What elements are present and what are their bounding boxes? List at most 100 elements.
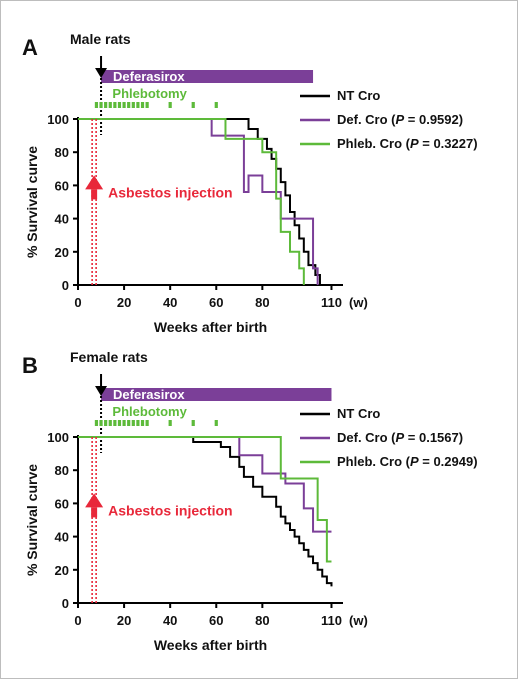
phlebotomy-tick (140, 102, 145, 108)
phlebotomy-tick (104, 102, 108, 108)
panel-b: B Female rats Deferasirox Phlebotomy 0 20 40 60… (22, 349, 478, 653)
y-tick-label: 80 (55, 145, 69, 160)
x-tick-label: 20 (117, 295, 131, 310)
panel-letter: A (22, 35, 38, 60)
x-axis-title: Weeks after birth (154, 319, 267, 335)
phlebotomy-tick (113, 102, 117, 108)
phlebotomy-tick (131, 102, 135, 108)
phlebotomy-tick (145, 102, 149, 108)
phlebotomy-tick (122, 102, 126, 108)
asbestos-arrow-shaft (91, 507, 98, 518)
legend-entry-def: Def. Cro (P = 0.9592) (337, 112, 463, 127)
y-tick-label: 60 (55, 178, 69, 193)
legend-p-value: = 0.2949) (419, 454, 478, 469)
deferasirox-label: Deferasirox (113, 387, 185, 402)
phlebotomy-tick (168, 102, 172, 108)
x-tick-label: 80 (255, 295, 269, 310)
y-tick-label: 20 (55, 563, 69, 578)
y-tick-label: 40 (55, 212, 69, 227)
legend-entry-def: Def. Cro (P = 0.1567) (337, 430, 463, 445)
phlebotomy-tick (191, 420, 195, 426)
series-line-nt (78, 118, 321, 285)
phlebotomy-tick (145, 420, 149, 426)
legend-entry-nt: NT Cro (337, 406, 380, 421)
x-unit-label: (w) (349, 295, 368, 310)
phlebotomy-tick (104, 420, 108, 426)
phlebotomy-tick (108, 420, 112, 426)
y-tick-label: 80 (55, 463, 69, 478)
legend-series-name: NT Cro (337, 88, 380, 103)
x-tick-label: 20 (117, 613, 131, 628)
y-tick-label: 20 (55, 245, 69, 260)
legend-p-symbol: P (410, 454, 419, 469)
legend-p-symbol: P (410, 136, 419, 151)
phlebotomy-tick (168, 420, 172, 426)
start-arrow-head (95, 386, 108, 396)
legend-series-name: Def. Cro ( (337, 112, 396, 127)
x-tick-label: 60 (209, 613, 223, 628)
legend-entry-phleb: Phleb. Cro (P = 0.3227) (337, 136, 478, 151)
phlebotomy-tick (191, 102, 195, 108)
phlebotomy-tick (214, 420, 218, 426)
phlebotomy-label: Phlebotomy (112, 404, 187, 419)
panel-a: A Male rats Deferasirox Phlebotomy 0 20 40 60 80… (22, 31, 478, 335)
x-tick-label: 0 (74, 295, 81, 310)
panel-title: Female rats (70, 349, 148, 365)
phlebotomy-tick (99, 102, 103, 108)
phlebotomy-label: Phlebotomy (112, 86, 187, 101)
series-line-phleb (78, 436, 332, 563)
y-tick-label: 100 (47, 112, 69, 127)
phlebotomy-tick (131, 420, 135, 426)
x-axis-title: Weeks after birth (154, 637, 267, 653)
series-line-def (78, 118, 319, 285)
phlebotomy-tick (140, 420, 145, 426)
asbestos-label: Asbestos injection (108, 502, 232, 518)
phlebotomy-tick (214, 102, 218, 108)
legend-series-name: Phleb. Cro ( (337, 454, 411, 469)
phlebotomy-tick (108, 102, 112, 108)
phlebotomy-tick (94, 102, 99, 108)
legend-p-symbol: P (396, 430, 405, 445)
x-tick-label: 110 (321, 613, 342, 628)
series-line-phleb (78, 118, 305, 285)
asbestos-label: Asbestos injection (108, 184, 232, 200)
asbestos-arrow-head (85, 493, 104, 508)
y-tick-label: 100 (47, 430, 69, 445)
legend-p-value: = 0.9592) (404, 112, 463, 127)
legend-p-symbol: P (396, 112, 405, 127)
x-tick-label: 40 (163, 295, 177, 310)
y-tick-label: 0 (62, 596, 69, 611)
phlebotomy-tick (117, 420, 122, 426)
phlebotomy-tick (94, 420, 99, 426)
phlebotomy-tick (136, 420, 140, 426)
x-tick-label: 60 (209, 295, 223, 310)
y-tick-label: 0 (62, 278, 69, 293)
phlebotomy-tick (99, 420, 103, 426)
x-tick-label: 40 (163, 613, 177, 628)
legend-series-name: Def. Cro ( (337, 430, 396, 445)
deferasirox-bar (101, 70, 314, 83)
deferasirox-label: Deferasirox (113, 69, 185, 84)
phlebotomy-tick (127, 102, 131, 108)
legend-p-value: = 0.3227) (419, 136, 478, 151)
asbestos-arrow-head (85, 175, 104, 190)
legend-series-name: NT Cro (337, 406, 380, 421)
y-tick-label: 40 (55, 530, 69, 545)
y-axis-title: % Survival curve (24, 146, 40, 258)
y-axis-title: % Survival curve (24, 464, 40, 576)
phlebotomy-tick (113, 420, 117, 426)
legend-p-value: = 0.1567) (404, 430, 463, 445)
series-line-nt (78, 436, 333, 587)
x-unit-label: (w) (349, 613, 368, 628)
start-arrow-head (95, 68, 108, 78)
panel-letter: B (22, 353, 38, 378)
phlebotomy-tick (117, 102, 122, 108)
legend-series-name: Phleb. Cro ( (337, 136, 411, 151)
deferasirox-bar (101, 388, 332, 401)
asbestos-arrow-shaft (91, 189, 98, 200)
phlebotomy-tick (136, 102, 140, 108)
x-tick-label: 0 (74, 613, 81, 628)
x-tick-label: 110 (321, 295, 342, 310)
